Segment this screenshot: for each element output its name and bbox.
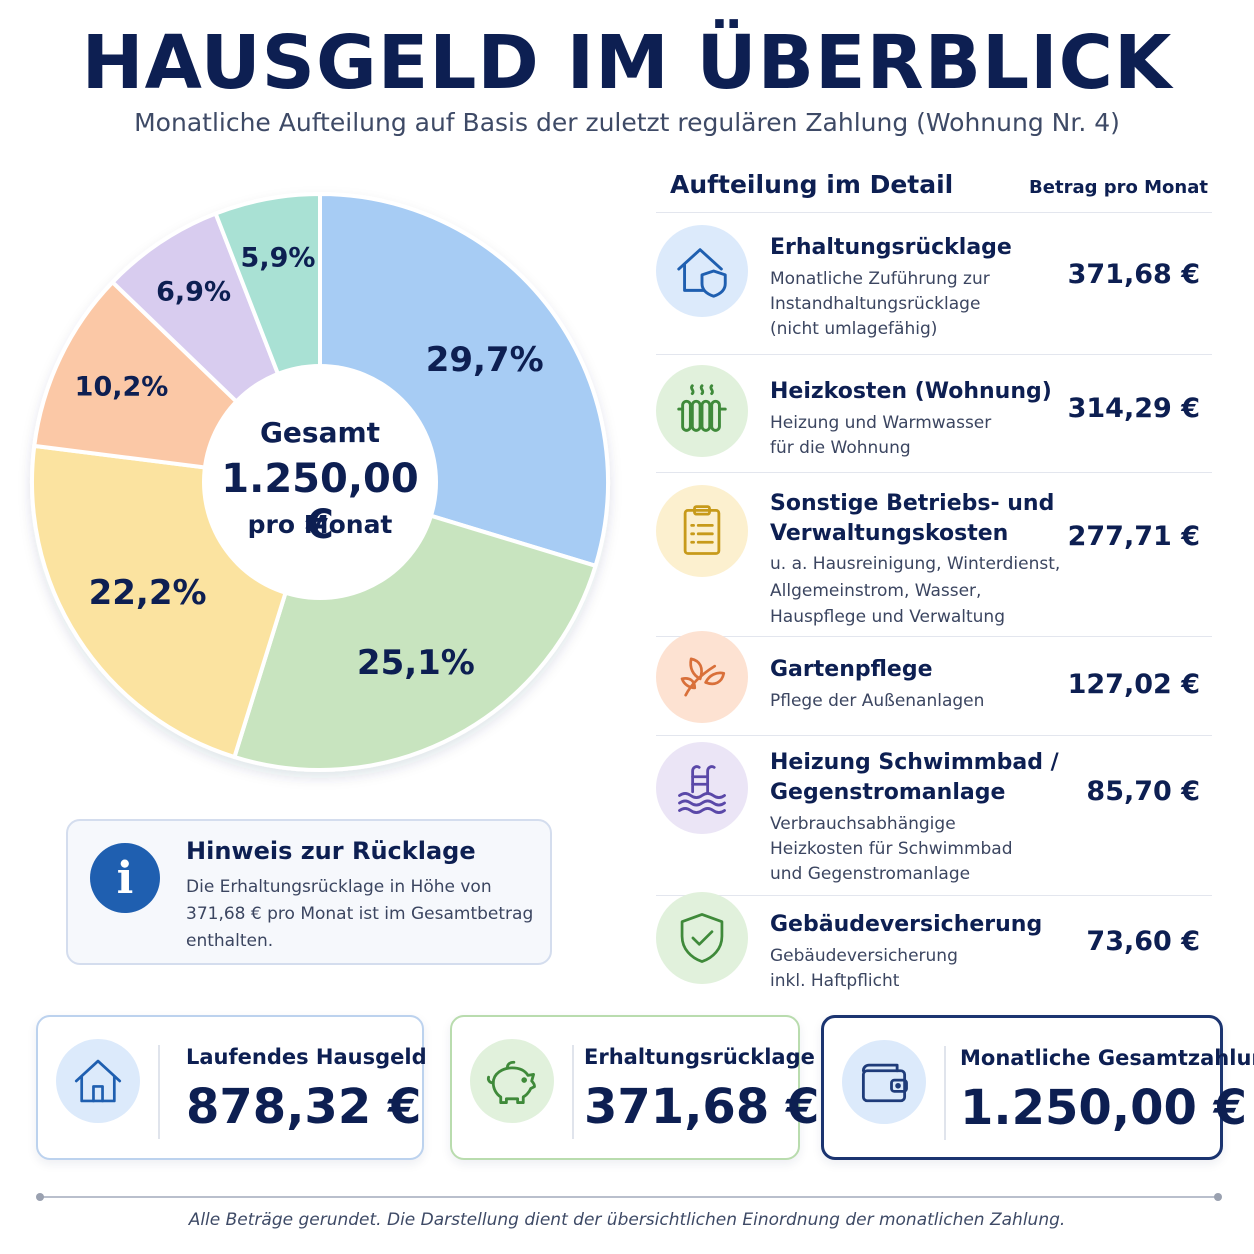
detail-row-title: Erhaltungsrücklage [770, 235, 1012, 260]
pie-label-0: 29,7% [426, 340, 544, 380]
card-divider [572, 1045, 574, 1139]
detail-row-gebaeudeversicherung: Gebäudeversicherung Gebäudeversicherung … [656, 892, 1212, 1000]
footer-divider-dot [1214, 1193, 1222, 1201]
card-divider [944, 1046, 946, 1140]
page-title: HAUSGELD IM ÜBERBLICK [81, 20, 1173, 106]
detail-row-amount: 73,60 € [1086, 926, 1200, 957]
clipboard-icon [656, 485, 748, 577]
detail-row-title: Gartenpflege [770, 657, 933, 682]
pie-label-5: 5,9% [241, 242, 316, 273]
card-value: 371,68 € [584, 1079, 820, 1135]
pie-label-2: 22,2% [89, 573, 207, 613]
detail-row-description: Heizung und Warmwasser für die Wohnung [770, 413, 992, 458]
page-subtitle: Monatliche Aufteilung auf Basis der zule… [134, 108, 1120, 137]
detail-row-title: Heizkosten (Wohnung) [770, 379, 1052, 404]
pie-label-3: 10,2% [75, 372, 169, 403]
card-value: 878,32 € [186, 1079, 422, 1135]
notice-text: Die Erhaltungsrücklage in Höhe von 371,6… [186, 877, 534, 951]
donut-center-total: 1.250,00 € [221, 456, 419, 548]
donut-hole [202, 364, 438, 600]
footer-note: Alle Beträge gerundet. Die Darstellung d… [188, 1210, 1066, 1230]
card-value: 1.250,00 € [960, 1080, 1247, 1136]
summary-card-hausgeld: Laufendes Hausgeld 878,32 € [36, 1015, 427, 1160]
footer-divider-dot [36, 1193, 44, 1201]
card-label: Erhaltungsrücklage [584, 1045, 815, 1069]
detail-row-description: Monatliche Zuführung zur Instandhaltungs… [770, 269, 990, 339]
detail-row-erhaltungsruecklage: Erhaltungsrücklage Monatliche Zuführung … [656, 212, 1212, 354]
detail-row-description: Pflege der Außenanlagen [770, 691, 985, 711]
detail-row-amount: 85,70 € [1086, 776, 1200, 807]
detail-amount-header: Betrag pro Monat [1029, 177, 1208, 198]
info-icon: i [90, 843, 160, 913]
detail-row-sonstige-kosten: Sonstige Betriebs- und Verwaltungskosten… [656, 472, 1212, 636]
detail-row-description: u. a. Hausreinigung, Winterdienst, Allge… [770, 554, 1061, 627]
donut-chart: 29,7% 25,1% 22,2% 10,2% 6,9% 5,9% [30, 192, 610, 772]
summary-card-gesamtzahlung: Monatliche Gesamtzahlung 1.250,00 € [821, 1015, 1254, 1160]
card-label: Monatliche Gesamtzahlung [960, 1046, 1254, 1070]
detail-row-title: Gebäudeversicherung [770, 912, 1043, 937]
card-divider [158, 1045, 160, 1139]
detail-row-title: Heizung Schwimmbad / Gegenstromanlage [770, 750, 1059, 805]
detail-row-amount: 277,71 € [1067, 521, 1200, 552]
radiator-icon [656, 365, 748, 457]
detail-row-amount: 371,68 € [1067, 259, 1200, 290]
detail-row-schwimmbad: Heizung Schwimmbad / Gegenstromanlage Ve… [656, 735, 1212, 895]
detail-section-title: Aufteilung im Detail [670, 170, 954, 199]
donut-center-label: Gesamt [259, 416, 381, 449]
reserve-notice-box: i Hinweis zur Rücklage Die Erhaltungsrüc… [66, 819, 552, 965]
notice-title: Hinweis zur Rücklage [186, 837, 476, 865]
detail-row-heizkosten: Heizkosten (Wohnung) Heizung und Warmwas… [656, 354, 1212, 472]
wallet-icon [842, 1040, 926, 1124]
shield-check-icon [656, 892, 748, 984]
house-icon [56, 1039, 140, 1123]
donut-center-unit: pro Monat [247, 510, 393, 539]
piggy-bank-icon [470, 1039, 554, 1123]
summary-card-ruecklage: Erhaltungsrücklage 371,68 € [450, 1015, 819, 1160]
pool-icon [656, 742, 748, 834]
pie-label-1: 25,1% [357, 643, 475, 683]
leaf-icon [656, 631, 748, 723]
detail-row-description: Verbrauchsabhängige Heizkosten für Schwi… [770, 814, 1013, 884]
pie-label-4: 6,9% [156, 277, 231, 308]
detail-row-title: Sonstige Betriebs- und Verwaltungskosten [770, 491, 1055, 546]
card-label: Laufendes Hausgeld [186, 1045, 427, 1069]
detail-row-amount: 127,02 € [1067, 669, 1200, 700]
detail-row-description: Gebäudeversicherung inkl. Haftpflicht [770, 946, 958, 991]
detail-row-amount: 314,29 € [1067, 393, 1200, 424]
house-shield-icon [656, 225, 748, 317]
detail-row-gartenpflege: Gartenpflege Pflege der Außenanlagen 127… [656, 631, 1212, 735]
footer-divider [40, 1196, 1218, 1198]
